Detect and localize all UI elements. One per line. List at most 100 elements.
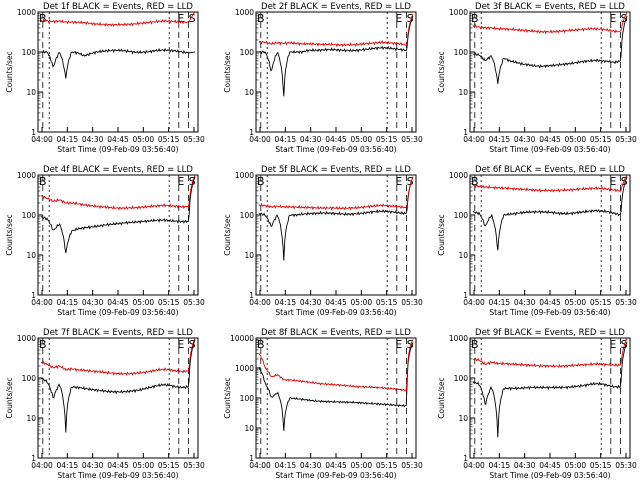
x-tick-label: 04:15 (275, 135, 297, 144)
y-axis-label: Counts/sec (5, 377, 14, 418)
y-tick-label: 100 (454, 48, 469, 57)
y-axis-label: Counts/sec (223, 51, 232, 92)
x-tick-label: 04:30 (514, 298, 536, 307)
time-marker-label: S (407, 338, 414, 351)
y-axis-label: Counts/sec (5, 51, 14, 92)
detector-panel-2: Det 2f BLACK = Events, RED = LLD 1 10 100 10… (223, 2, 423, 154)
series-line-events (40, 176, 196, 253)
x-tick-label: 05:30 (183, 135, 205, 144)
time-marker-label: E (177, 338, 184, 351)
x-tick-label: 04:00 (31, 298, 53, 307)
x-tick-label: 04:30 (514, 461, 536, 470)
x-tick-label: 05:30 (183, 298, 205, 307)
plot-frame (469, 174, 631, 296)
time-marker-label: B (39, 175, 47, 188)
time-marker-label: B (471, 338, 479, 351)
y-tick-label: 1 (249, 291, 254, 300)
y-tick-label: 100 (22, 211, 37, 220)
time-marker-label: E (609, 12, 616, 25)
series-line-lld (472, 174, 628, 193)
series-line-events (472, 341, 628, 438)
y-tick-label: 1000 (235, 364, 254, 373)
series-line-lld (258, 339, 414, 392)
plot-frame (37, 337, 199, 459)
series-line-lld (40, 174, 196, 211)
plot-frame (37, 174, 199, 296)
y-tick-label: 10 (26, 251, 36, 260)
series-line-lld (40, 11, 196, 27)
x-tick-label: 05:00 (565, 135, 587, 144)
detector-panel-8: Det 8f BLACK = Events, RED = LLD 1 10 100 10… (223, 328, 423, 480)
x-tick-label: 04:00 (249, 461, 271, 470)
time-marker-label: E (177, 175, 184, 188)
y-axis-label: Counts/sec (437, 51, 446, 92)
x-tick-label: 05:00 (351, 135, 373, 144)
x-tick-label: 04:30 (300, 135, 322, 144)
y-tick-label: 100 (22, 48, 37, 57)
x-tick-label: 05:15 (590, 298, 612, 307)
x-tick-label: 04:30 (514, 135, 536, 144)
plot-frame (469, 337, 631, 459)
y-tick-label: 1000 (235, 8, 254, 17)
x-axis-label: Start Time (09-Feb-09 03:56:40) (57, 471, 178, 480)
x-tick-label: 04:45 (539, 298, 561, 307)
y-tick-label: 1000 (235, 171, 254, 180)
y-tick-label: 1 (249, 454, 254, 463)
series-line-events (40, 339, 196, 433)
series-line-lld (472, 11, 628, 35)
y-axis-label: Counts/sec (437, 214, 446, 255)
panel-title: Det 4f BLACK = Events, RED = LLD (43, 165, 193, 175)
time-marker-label: B (257, 338, 265, 351)
x-tick-label: 04:00 (463, 298, 485, 307)
y-tick-label: 1 (463, 291, 468, 300)
detector-panel-5: Det 5f BLACK = Events, RED = LLD 1 10 100 10… (223, 165, 423, 317)
panel-title: Det 6f BLACK = Events, RED = LLD (475, 165, 625, 175)
x-tick-label: 05:15 (376, 135, 398, 144)
x-axis-label: Start Time (09-Feb-09 03:56:40) (57, 308, 178, 317)
x-tick-label: 05:30 (615, 135, 637, 144)
x-tick-label: 04:45 (107, 135, 129, 144)
y-tick-label: 10 (244, 424, 254, 433)
x-tick-label: 04:30 (300, 298, 322, 307)
y-tick-label: 100 (240, 211, 255, 220)
y-tick-label: 1 (31, 454, 36, 463)
x-tick-label: 04:00 (31, 135, 53, 144)
time-marker-label: B (471, 12, 479, 25)
y-tick-label: 1000 (17, 171, 36, 180)
x-axis-label: Start Time (09-Feb-09 03:56:40) (489, 308, 610, 317)
panel-title: Det 8f BLACK = Events, RED = LLD (261, 328, 411, 338)
detector-panel-1: Det 1f BLACK = Events, RED = LLD 1 10 100 10… (5, 2, 205, 154)
y-tick-label: 100 (240, 394, 255, 403)
x-tick-label: 04:30 (82, 135, 104, 144)
x-tick-label: 05:00 (565, 461, 587, 470)
x-tick-label: 05:00 (133, 135, 155, 144)
panel-title: Det 5f BLACK = Events, RED = LLD (261, 165, 411, 175)
x-tick-label: 05:15 (158, 298, 180, 307)
plot-frame (255, 174, 417, 296)
detector-panel-9: Det 9f BLACK = Events, RED = LLD 1 10 100 10… (437, 328, 637, 480)
y-axis-label: Counts/sec (223, 214, 232, 255)
series-line-lld (258, 13, 414, 48)
x-tick-label: 05:15 (376, 461, 398, 470)
x-tick-label: 04:00 (463, 461, 485, 470)
time-marker-label: B (471, 175, 479, 188)
x-tick-label: 04:15 (57, 298, 79, 307)
y-axis-label: Counts/sec (223, 377, 232, 418)
y-tick-label: 10 (26, 414, 36, 423)
x-tick-label: 05:00 (351, 298, 373, 307)
time-marker-label: S (407, 175, 414, 188)
x-tick-label: 04:00 (31, 461, 53, 470)
y-tick-label: 10 (244, 88, 254, 97)
x-axis-label: Start Time (09-Feb-09 03:56:40) (57, 145, 178, 154)
time-marker-label: S (189, 175, 196, 188)
x-tick-label: 04:15 (489, 298, 511, 307)
y-tick-label: 10000 (230, 334, 254, 343)
x-tick-label: 05:00 (133, 298, 155, 307)
panel-title: Det 3f BLACK = Events, RED = LLD (475, 2, 625, 12)
x-axis-label: Start Time (09-Feb-09 03:56:40) (275, 471, 396, 480)
x-tick-label: 04:15 (275, 298, 297, 307)
y-tick-label: 1 (31, 128, 36, 137)
series-line-events (258, 176, 414, 261)
series-line-lld (258, 176, 414, 211)
